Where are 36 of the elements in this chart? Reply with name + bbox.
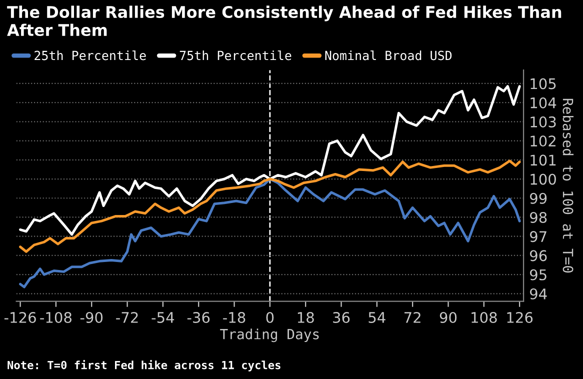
y-tick-label: 103	[530, 116, 556, 128]
x-tick-label: 108	[472, 312, 497, 324]
x-tick-label: 72	[404, 312, 420, 323]
y-tick-label: 99	[530, 192, 547, 204]
x-tick-label: 54	[368, 312, 386, 324]
x-tick-label: -72	[116, 312, 138, 323]
x-tick-label: -90	[80, 312, 103, 324]
y-tick-label: 96	[530, 250, 547, 262]
x-tick-label: -126	[4, 312, 36, 324]
x-tick-label: 18	[298, 312, 314, 324]
legend-label: 25th Percentile	[34, 50, 146, 60]
line-series	[19, 160, 521, 253]
x-tick-label: 126	[507, 312, 533, 324]
x-tick-label: -36	[187, 312, 210, 324]
y-tick-label: 95	[530, 269, 546, 280]
y-tick-label: 102	[530, 136, 556, 147]
x-tick-label: 36	[333, 312, 350, 324]
x-axis-title: Trading Days	[220, 328, 319, 342]
legend-label: 75th Percentile	[180, 50, 292, 60]
y-tick-label: 100	[530, 174, 556, 185]
y-tick-label: 101	[530, 154, 556, 166]
y-axis-title: Rebased to 100 at T=0	[562, 98, 574, 273]
y-tick-label: 104	[530, 97, 556, 108]
legend-label: Nominal Broad USD	[325, 50, 452, 60]
chart-title: The Dollar Rallies More Consistently Ahead of Fed Hikes Than After Them	[7, 6, 562, 36]
y-tick-label: 97	[530, 231, 546, 242]
text: Note: T=0 first Fed hike across 11 cycles	[8, 360, 280, 372]
x-tick-label: -18	[223, 312, 246, 324]
x-tick-label: -54	[152, 312, 174, 324]
x-tick-label: 90	[440, 312, 457, 324]
y-tick-label: 98	[530, 212, 547, 223]
line-series	[19, 178, 521, 288]
y-tick-label: 94	[530, 288, 547, 300]
x-tick-label: 0	[266, 312, 274, 324]
x-tick-label: -108	[40, 312, 72, 324]
y-tick-label: 105	[530, 78, 556, 90]
